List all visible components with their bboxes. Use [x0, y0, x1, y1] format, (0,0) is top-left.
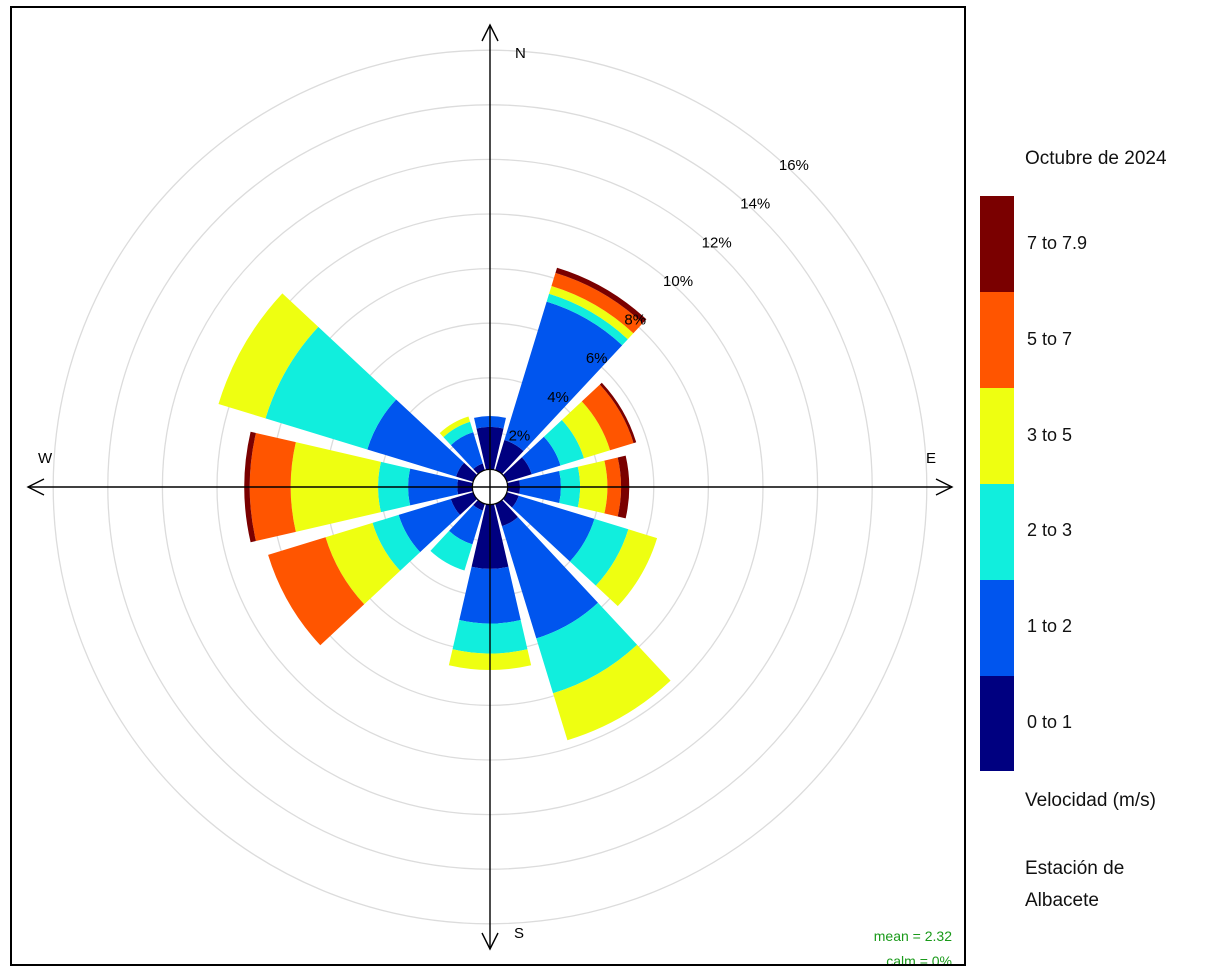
ring-label-12: 12% — [702, 234, 732, 251]
petal-dir30-bin0 — [493, 440, 524, 478]
petal-dir300-bin2 — [265, 326, 397, 450]
petal-dir270-bin5 — [244, 431, 256, 543]
legend-swatch-1 — [980, 579, 1014, 676]
arrow-north — [481, 23, 499, 42]
compass-label-w: W — [38, 450, 53, 467]
legend-swatch-0 — [980, 675, 1014, 772]
petal-dir240-bin4 — [268, 537, 365, 646]
petal-dir240-bin0 — [450, 490, 481, 515]
legend-swatch-5 — [980, 196, 1014, 293]
petal-dir60-bin3 — [561, 401, 611, 459]
legend-label-3: 3 to 5 — [1027, 424, 1073, 445]
legend-label-4: 5 to 7 — [1027, 328, 1073, 349]
petal-dir240-bin2 — [372, 514, 421, 571]
ring-label-10: 10% — [663, 273, 693, 290]
arrow-south — [481, 932, 499, 951]
petal-dir120-bin3 — [595, 529, 658, 607]
petal-dir210-bin1 — [449, 504, 483, 545]
petal-dir150-bin3 — [553, 644, 671, 741]
ring-label-14: 14% — [740, 196, 770, 213]
labels: N S E W 2% 4% 6% 8% 10% 12% 14% 16% mean = 2.32 calm … — [38, 45, 952, 966]
petal-dir30-bin3 — [549, 285, 634, 340]
compass-label-s: S — [514, 925, 524, 942]
arrow-east — [935, 478, 954, 496]
ring-label-6: 6% — [586, 350, 608, 367]
legend-swatch-2 — [980, 483, 1014, 580]
mean-label: mean = 2.32 — [874, 928, 952, 944]
petal-dir240-bin3 — [325, 522, 401, 605]
petal-dir150-bin0 — [493, 496, 518, 527]
windrose-svg: N S E W 2% 4% 6% 8% 10% 12% 14% 16% mean = 2.32 calm … — [26, 23, 954, 966]
petal-dir330-bin2 — [443, 421, 474, 446]
petals — [218, 267, 671, 741]
petal-dir240-bin1 — [398, 498, 461, 553]
legend-label-0: 0 to 1 — [1027, 712, 1073, 733]
petal-dir30-bin5 — [555, 267, 647, 324]
legend-label-2: 2 to 3 — [1027, 520, 1073, 541]
petal-dir330-bin3 — [439, 416, 471, 438]
petal-dir300-bin1 — [367, 399, 465, 477]
petal-dir150-bin2 — [536, 602, 638, 694]
petal-dir300-bin0 — [456, 462, 481, 484]
petal-dir60-bin1 — [521, 436, 561, 475]
compass-label-e: E — [926, 450, 936, 467]
petal-dir30-bin4 — [551, 272, 643, 334]
petal-dir60-bin5 — [599, 382, 637, 444]
arrow-west — [26, 478, 45, 496]
petal-dir60-bin2 — [543, 419, 584, 466]
station-label-line-1: Estación de — [1025, 858, 1125, 879]
petal-dir330-bin1 — [450, 432, 483, 470]
petal-dir60-bin0 — [499, 457, 532, 484]
legend-swatch-4 — [980, 291, 1014, 389]
station-label-line-2: Albacete — [1025, 890, 1099, 911]
legend-unit-label: Velocidad (m/s) — [1025, 790, 1156, 811]
ring-label-16: 16% — [779, 157, 809, 174]
legend-label-5: 7 to 7.9 — [1027, 232, 1088, 253]
petal-dir300-bin3 — [218, 293, 319, 419]
compass-label-n: N — [515, 45, 526, 62]
legend-title: Octubre de 2024 — [1025, 148, 1167, 169]
petal-dir210-bin2 — [430, 530, 473, 571]
legend-swatch-3 — [980, 387, 1014, 484]
axes — [26, 23, 954, 951]
calm-label: calm = 0% — [886, 953, 952, 966]
petal-dir120-bin2 — [569, 518, 629, 586]
ring-label-2: 2% — [509, 427, 531, 444]
ring-label-4: 4% — [547, 389, 569, 406]
petal-dir150-bin1 — [501, 516, 598, 639]
petal-dir60-bin4 — [581, 384, 634, 451]
ring-label-8: 8% — [624, 312, 646, 329]
petal-dir30-bin2 — [546, 293, 628, 346]
petal-dir30-bin1 — [504, 301, 623, 452]
petal-dir120-bin1 — [511, 495, 595, 562]
windrose-plot-area: N S E W 2% 4% 6% 8% 10% 12% 14% 16% mean = 2.32 calm … — [10, 6, 966, 966]
legend-colorbar — [980, 196, 1014, 772]
legend-label-1: 1 to 2 — [1027, 616, 1073, 637]
